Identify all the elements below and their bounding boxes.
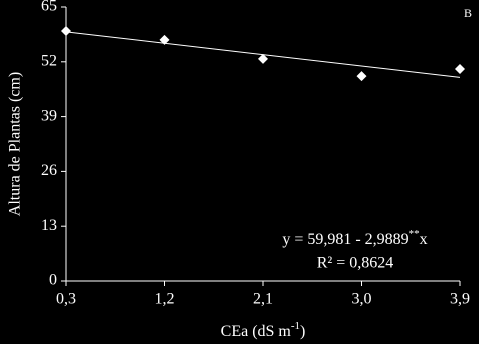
- equation-text: y = 59,981 - 2,9889: [282, 231, 408, 248]
- equation-end: x: [420, 231, 428, 248]
- marker: [258, 53, 268, 64]
- x-tick-label: 3,0: [352, 291, 372, 308]
- x-tick-label: 0,3: [56, 291, 76, 308]
- equation: y = 59,981 - 2,9889**x: [282, 228, 427, 248]
- marker: [61, 26, 71, 37]
- x-label-end: ): [300, 323, 305, 340]
- y-tick-label: 65: [41, 0, 57, 15]
- x-label-text: CEa (dS m: [221, 323, 292, 340]
- y-tick-label: 13: [41, 217, 57, 234]
- y-tick-label: 52: [41, 52, 57, 69]
- x-tick-label: 3,9: [450, 291, 470, 308]
- panel-label: B: [464, 6, 472, 20]
- x-tick-label: 2,1: [253, 291, 273, 308]
- r-squared: R² = 0,8624: [317, 255, 394, 272]
- y-tick-label: 26: [41, 162, 57, 179]
- equation-sup: **: [409, 228, 420, 240]
- marker: [455, 63, 465, 74]
- marker: [159, 34, 170, 45]
- x-tick-label: 1,2: [155, 291, 175, 308]
- x-axis-label: CEa (dS m-1): [221, 320, 306, 340]
- marker: [356, 71, 367, 82]
- y-tick-label: 39: [41, 107, 57, 124]
- x-label-sup: -1: [291, 320, 300, 332]
- y-tick-label: 0: [49, 272, 57, 289]
- y-axis-label: Altura de Plantas (cm): [7, 72, 24, 216]
